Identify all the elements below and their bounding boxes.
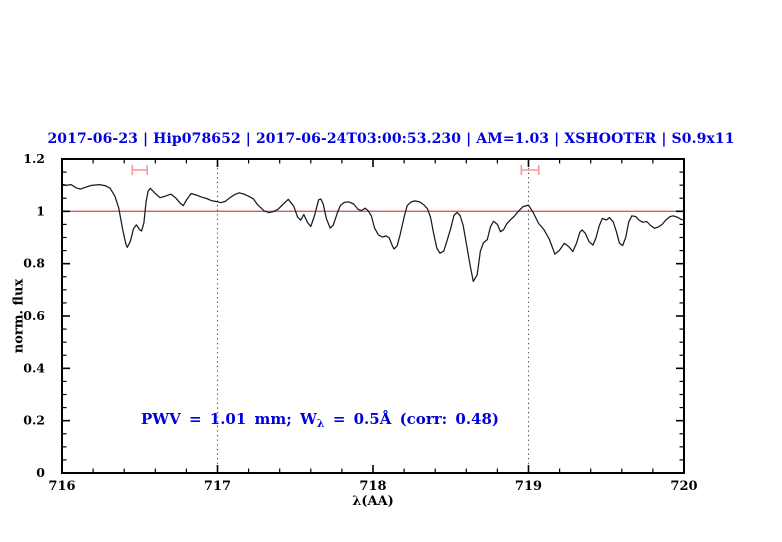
x-tick-label-718: 718	[359, 479, 386, 494]
x-tick-label-716: 716	[48, 479, 75, 494]
y-tick-label-0.8: 0.8	[23, 256, 45, 271]
lambda-subscript: λ	[316, 417, 325, 430]
pwv-annotation-part1: PWV = 1.01 mm; W	[141, 410, 317, 428]
observation-title: 2017-06-23 | Hip078652 | 2017-06-24T03:0…	[47, 131, 735, 147]
y-axis-label: norm. flux	[11, 278, 27, 354]
y-tick-label-0.2: 0.2	[23, 413, 45, 428]
x-tick-label-720: 720	[670, 479, 697, 494]
x-axis-label: λ(AA)	[352, 494, 394, 509]
spectrum-path	[61, 183, 685, 283]
y-tick-label-0.4: 0.4	[23, 360, 45, 375]
y-tick-label-0.6: 0.6	[23, 308, 45, 323]
y-tick-label-1.2: 1.2	[23, 151, 45, 166]
y-tick-label-0: 0	[36, 465, 45, 480]
pwv-annotation: PWV = 1.01 mm; Wλ = 0.5Å (corr: 0.48)	[141, 410, 500, 430]
pwv-annotation-part2: = 0.5Å (corr: 0.48)	[324, 410, 500, 428]
x-tick-label-717: 717	[204, 479, 231, 494]
x-tick-label-719: 719	[515, 479, 542, 494]
y-tick-label-1: 1	[36, 203, 45, 218]
